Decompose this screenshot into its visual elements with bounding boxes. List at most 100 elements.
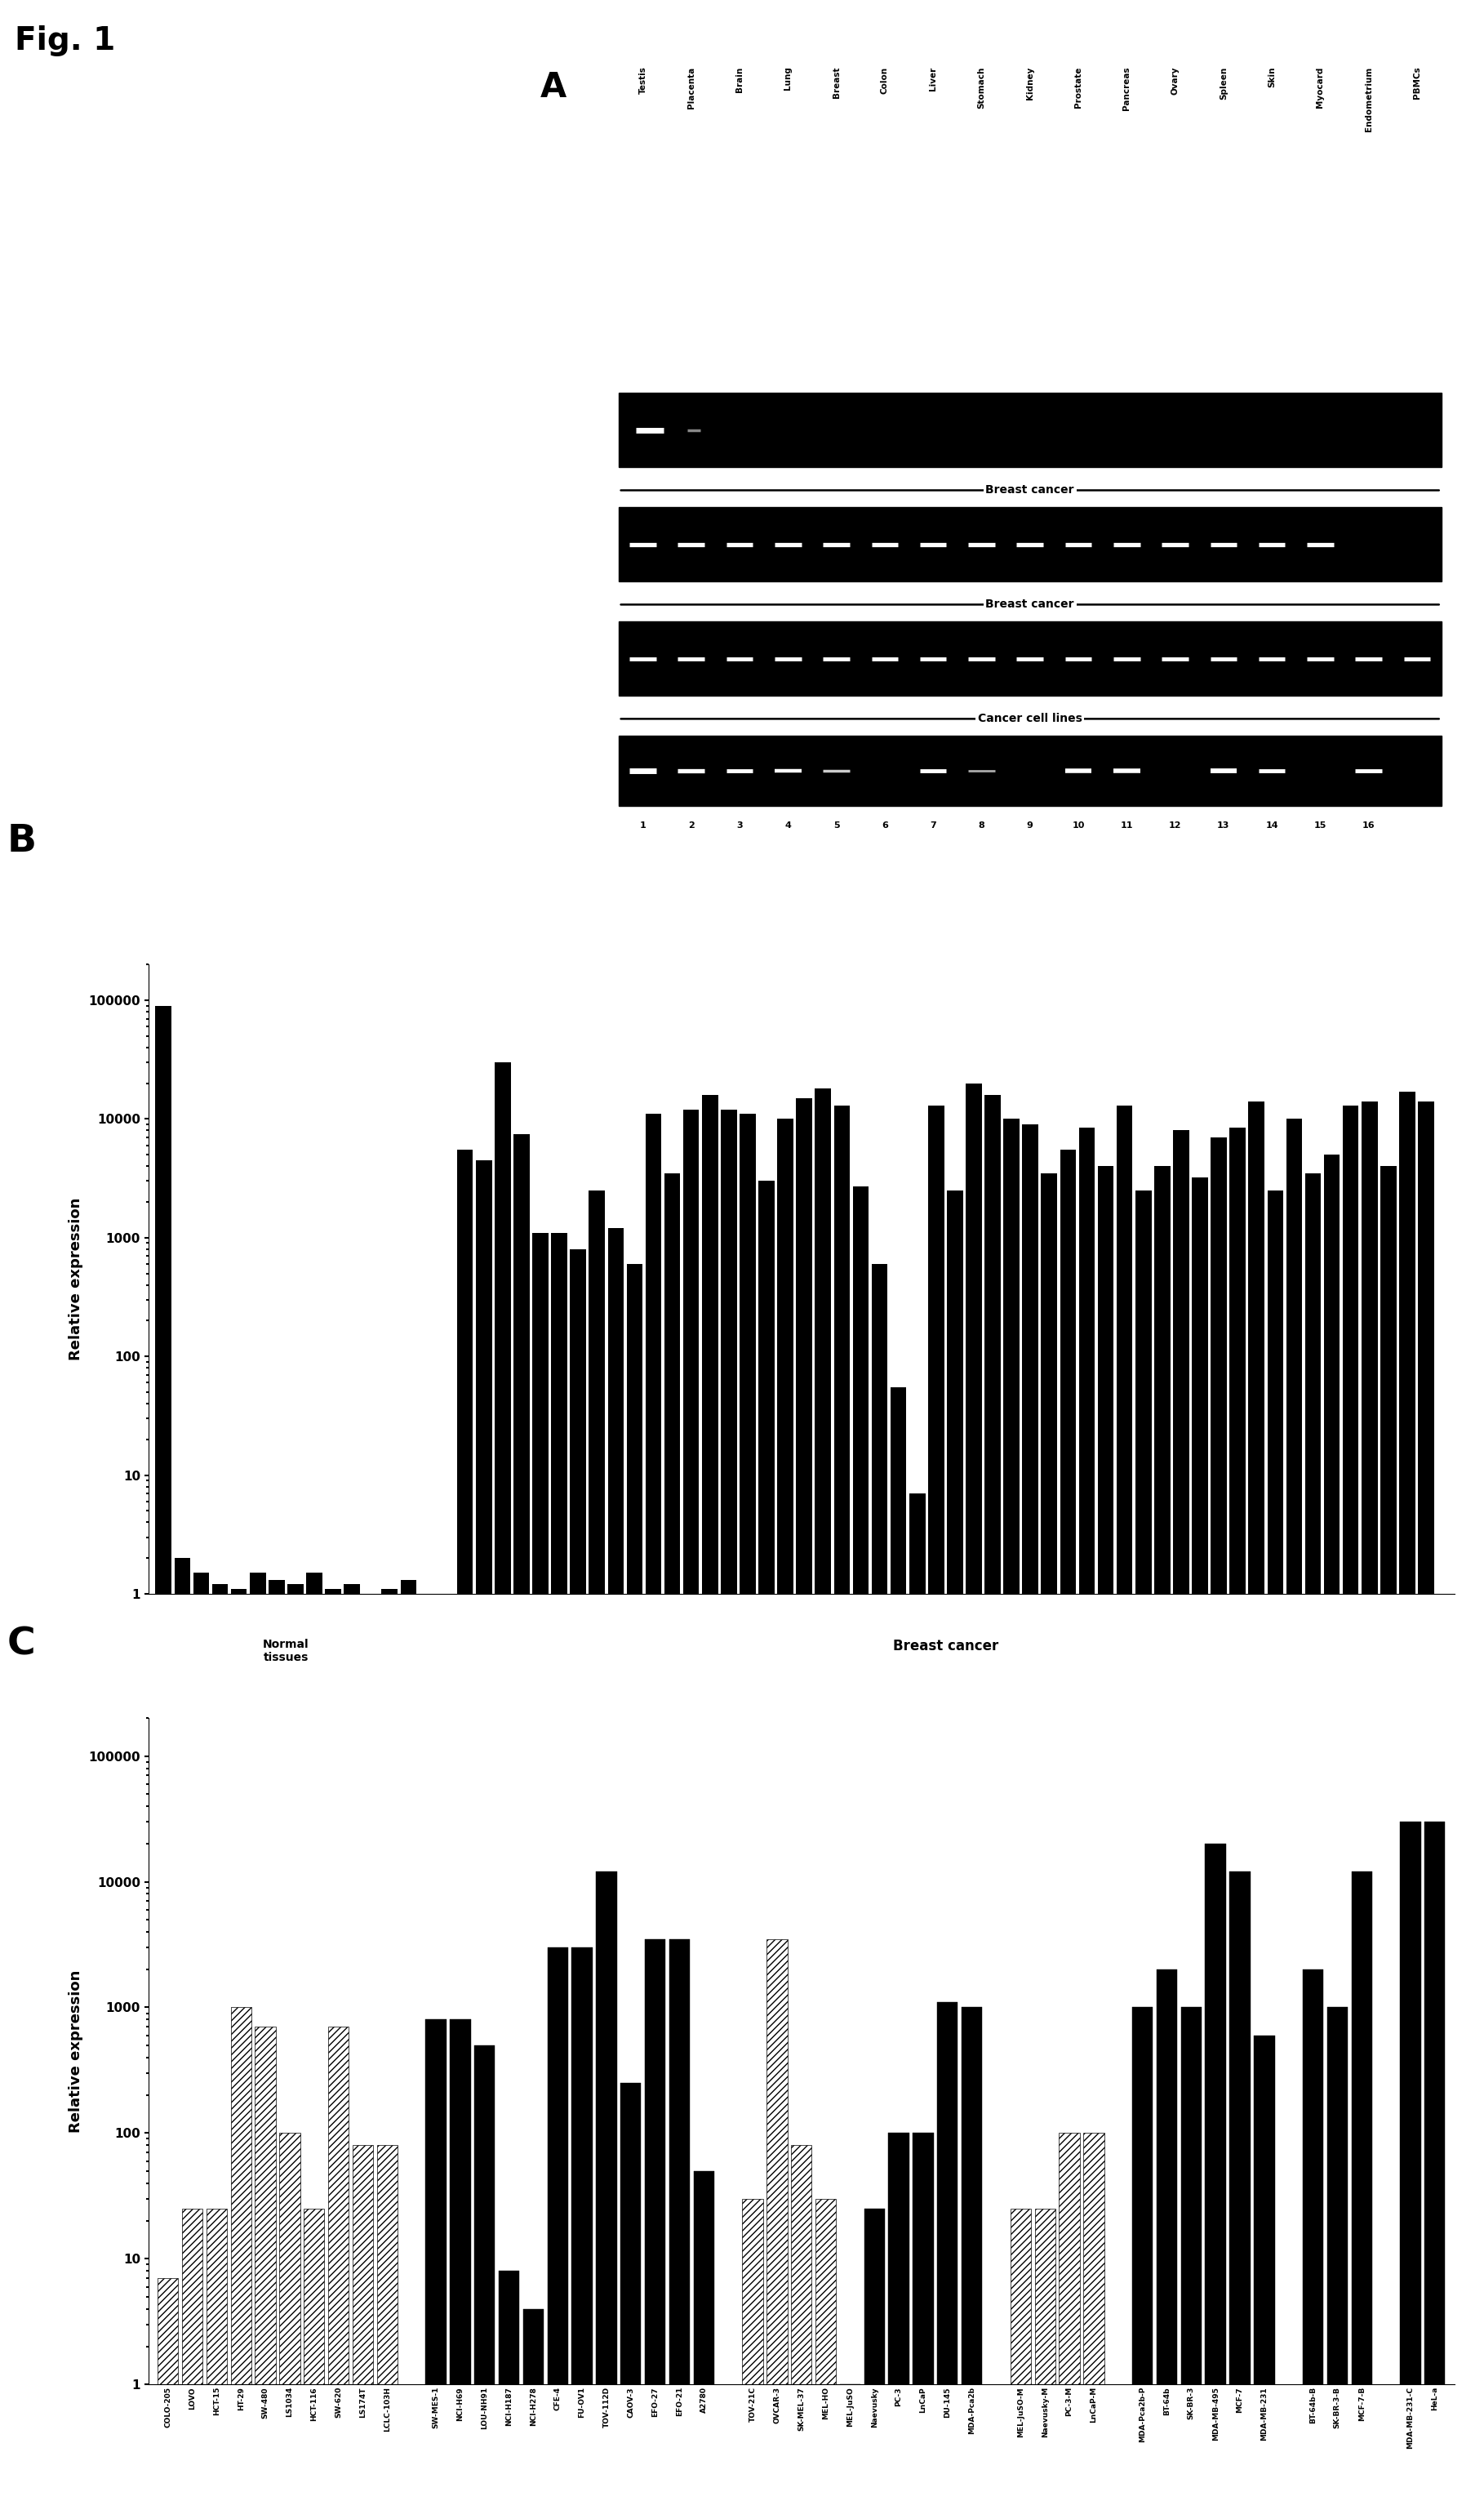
Bar bbox=[1156, 1970, 1177, 2510]
Bar bbox=[1230, 1127, 1245, 2510]
Text: A: A bbox=[540, 70, 567, 105]
Bar bbox=[871, 1265, 887, 2510]
Bar bbox=[928, 1104, 944, 2510]
Bar bbox=[548, 1948, 568, 2510]
Y-axis label: Relative expression: Relative expression bbox=[68, 1970, 83, 2134]
Text: Pancreas: Pancreas bbox=[1122, 68, 1131, 110]
Bar bbox=[304, 2209, 325, 2510]
Bar bbox=[1060, 2134, 1080, 2510]
Bar bbox=[947, 1190, 963, 2510]
Bar bbox=[1304, 1172, 1321, 2510]
Bar bbox=[328, 2028, 349, 2510]
Bar bbox=[646, 1940, 665, 2510]
Bar bbox=[597, 1872, 617, 2510]
Bar bbox=[619, 735, 1441, 806]
Text: 8: 8 bbox=[978, 821, 985, 831]
Text: Spleen: Spleen bbox=[1220, 68, 1227, 100]
Bar bbox=[1192, 1177, 1208, 2510]
Text: PBMCs: PBMCs bbox=[1413, 68, 1422, 98]
Bar bbox=[1267, 1190, 1284, 2510]
Text: 3: 3 bbox=[736, 821, 742, 831]
Bar bbox=[778, 1119, 794, 2510]
Bar bbox=[193, 1574, 209, 2510]
Bar bbox=[1042, 1172, 1057, 2510]
Bar bbox=[1172, 1130, 1189, 2510]
Bar bbox=[721, 1109, 738, 2510]
Text: B: B bbox=[7, 823, 37, 861]
Bar bbox=[1343, 1104, 1359, 2510]
Bar bbox=[791, 2146, 812, 2510]
Text: Breast cancer: Breast cancer bbox=[985, 484, 1074, 497]
Bar bbox=[966, 1084, 982, 2510]
Text: Breast cancer: Breast cancer bbox=[985, 600, 1074, 610]
Bar bbox=[570, 1250, 586, 2510]
Bar bbox=[646, 1114, 662, 2510]
Text: 7: 7 bbox=[930, 821, 936, 831]
Bar bbox=[1287, 1119, 1301, 2510]
Bar bbox=[1060, 1150, 1076, 2510]
Bar bbox=[450, 2021, 470, 2510]
Bar bbox=[522, 2309, 543, 2510]
Bar bbox=[1352, 1872, 1373, 2510]
Bar bbox=[962, 2008, 982, 2510]
Bar bbox=[249, 1574, 266, 2510]
Bar bbox=[457, 1150, 473, 2510]
Text: Cancer cell lines: Cancer cell lines bbox=[978, 713, 1082, 725]
Bar bbox=[1011, 2209, 1031, 2510]
Bar bbox=[1324, 1155, 1340, 2510]
Bar bbox=[157, 2279, 178, 2510]
Text: Colon: Colon bbox=[880, 68, 889, 93]
Bar bbox=[1211, 1137, 1227, 2510]
Bar bbox=[1098, 1167, 1113, 2510]
Bar bbox=[551, 1232, 567, 2510]
Text: Skin: Skin bbox=[1267, 68, 1276, 88]
Bar bbox=[269, 1581, 285, 2510]
Bar bbox=[377, 2146, 398, 2510]
Bar bbox=[183, 2209, 203, 2510]
Bar bbox=[1181, 2008, 1202, 2510]
Text: Kidney: Kidney bbox=[1025, 68, 1034, 100]
Text: 13: 13 bbox=[1217, 821, 1230, 831]
Text: Lung: Lung bbox=[784, 68, 792, 90]
Bar bbox=[619, 507, 1441, 582]
Bar bbox=[1248, 1102, 1264, 2510]
Text: Placenta: Placenta bbox=[687, 68, 695, 108]
Text: 12: 12 bbox=[1169, 821, 1181, 831]
Bar bbox=[1034, 2209, 1055, 2510]
Text: 4: 4 bbox=[785, 821, 791, 831]
Bar bbox=[1079, 1127, 1095, 2510]
Text: 14: 14 bbox=[1266, 821, 1278, 831]
Bar bbox=[938, 2003, 957, 2510]
Bar bbox=[306, 1574, 322, 2510]
Bar bbox=[353, 2146, 372, 2510]
Bar bbox=[475, 2046, 496, 2510]
Bar bbox=[344, 1584, 361, 2510]
Bar bbox=[665, 1172, 680, 2510]
Bar bbox=[815, 2199, 835, 2510]
Bar bbox=[889, 2134, 910, 2510]
Bar bbox=[864, 2209, 884, 2510]
Text: Testis: Testis bbox=[638, 68, 647, 95]
Bar bbox=[1116, 1104, 1132, 2510]
Bar bbox=[910, 1493, 925, 2510]
Bar bbox=[513, 1135, 530, 2510]
Bar bbox=[619, 394, 1441, 467]
Bar bbox=[174, 1559, 190, 2510]
Bar bbox=[1022, 1124, 1039, 2510]
Text: 16: 16 bbox=[1362, 821, 1376, 831]
Bar bbox=[1135, 1190, 1152, 2510]
Bar bbox=[669, 1940, 690, 2510]
Text: Breast: Breast bbox=[833, 68, 840, 98]
Bar bbox=[683, 1109, 699, 2510]
Y-axis label: Relative expression: Relative expression bbox=[68, 1197, 83, 1360]
Bar bbox=[758, 1182, 775, 2510]
Bar bbox=[1361, 1102, 1377, 2510]
Bar bbox=[840, 2384, 861, 2510]
Bar bbox=[853, 1187, 868, 2510]
Text: Fig. 1: Fig. 1 bbox=[15, 25, 116, 55]
Bar bbox=[767, 1940, 788, 2510]
Bar bbox=[533, 1232, 549, 2510]
Bar bbox=[1155, 1167, 1171, 2510]
Text: 5: 5 bbox=[833, 821, 840, 831]
Bar bbox=[230, 2008, 251, 2510]
